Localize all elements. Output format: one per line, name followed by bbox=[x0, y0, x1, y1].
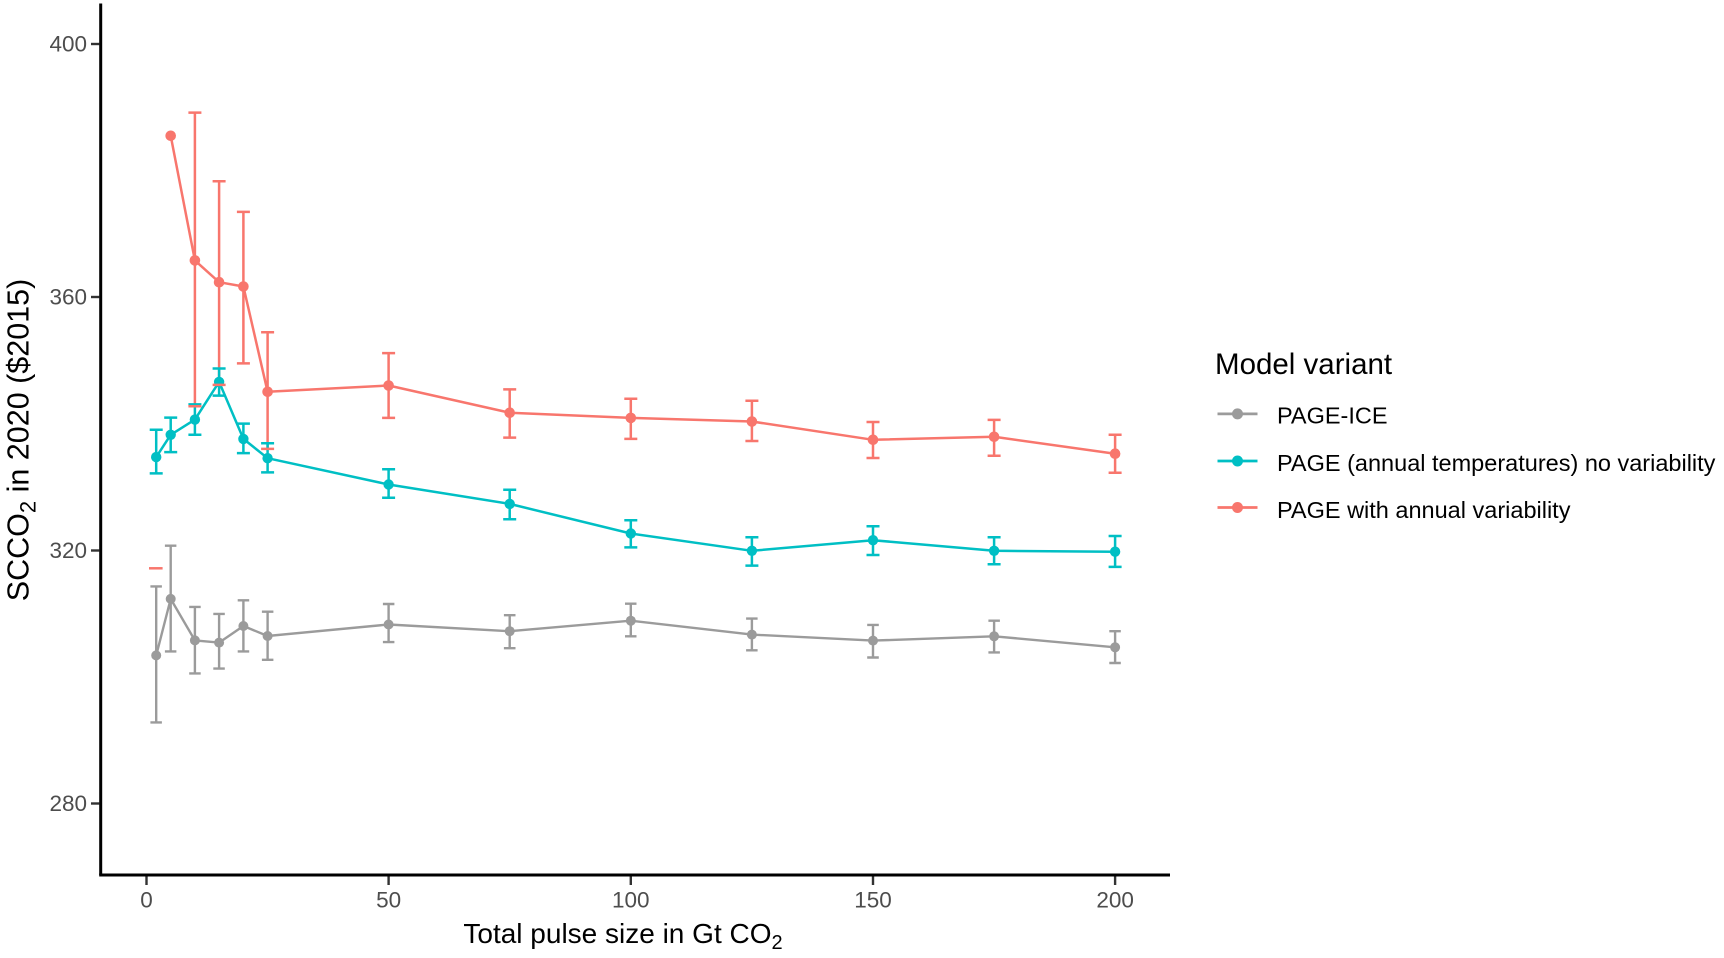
svg-text:200: 200 bbox=[1096, 888, 1134, 913]
svg-text:PAGE (annual temperatures) no: PAGE (annual temperatures) no variabilit… bbox=[1277, 450, 1716, 476]
svg-text:Model variant: Model variant bbox=[1215, 348, 1392, 381]
svg-text:100: 100 bbox=[612, 888, 650, 913]
svg-text:280: 280 bbox=[49, 791, 87, 816]
svg-text:PAGE with annual variability: PAGE with annual variability bbox=[1277, 497, 1571, 523]
svg-text:Total pulse size in Gt CO2: Total pulse size in Gt CO2 bbox=[463, 918, 782, 953]
svg-text:150: 150 bbox=[854, 888, 892, 913]
svg-text:320: 320 bbox=[49, 538, 87, 563]
svg-text:0: 0 bbox=[140, 888, 153, 913]
svg-text:360: 360 bbox=[49, 285, 87, 310]
svg-text:400: 400 bbox=[49, 32, 87, 57]
svg-text:PAGE-ICE: PAGE-ICE bbox=[1277, 403, 1388, 429]
svg-text:50: 50 bbox=[376, 888, 401, 913]
svg-text:SCCO2 in 2020 ($2015): SCCO2 in 2020 ($2015) bbox=[2, 279, 41, 602]
